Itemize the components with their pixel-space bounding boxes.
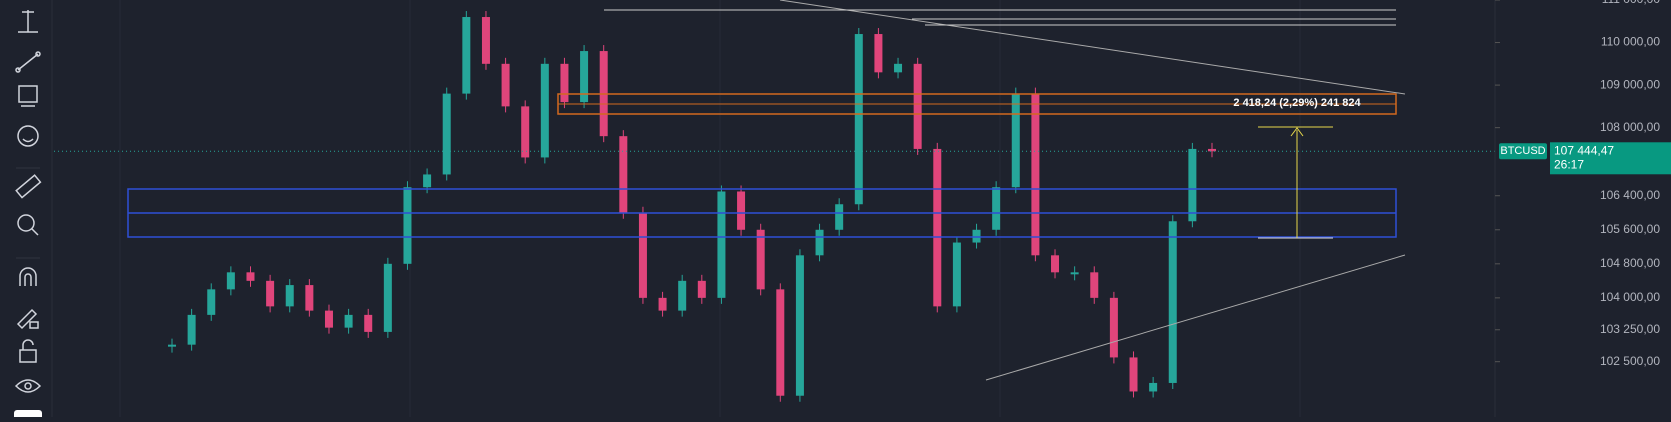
tool-magnet[interactable] <box>19 267 37 286</box>
candle <box>187 314 196 345</box>
candle <box>619 136 628 213</box>
symbol-box <box>1499 143 1547 160</box>
candle <box>560 63 569 103</box>
candle <box>815 229 824 256</box>
toolbar <box>0 0 52 417</box>
candle <box>972 229 981 243</box>
candle <box>324 310 333 328</box>
candle <box>226 272 235 290</box>
candle <box>1011 93 1020 188</box>
candle <box>1090 272 1099 298</box>
candle <box>285 285 294 307</box>
candle <box>403 187 412 264</box>
drawings <box>127 0 1406 381</box>
y-tick-label: 108 000,00 <box>1600 120 1660 134</box>
candle <box>442 93 451 175</box>
tool-ruler[interactable] <box>15 174 42 199</box>
candle <box>1188 148 1197 222</box>
candle <box>737 191 746 230</box>
candle <box>795 255 804 396</box>
candle <box>501 63 510 107</box>
candle <box>835 204 844 230</box>
y-tick-label: 104 800,00 <box>1600 256 1660 270</box>
candle <box>521 106 530 158</box>
tool-price-note[interactable] <box>18 85 38 107</box>
candle <box>894 63 903 73</box>
tool-emoji[interactable] <box>17 125 39 147</box>
candle <box>1149 382 1158 392</box>
candle <box>756 229 765 290</box>
y-tick-label: 105 600,00 <box>1600 222 1660 236</box>
candle <box>1070 272 1079 275</box>
candle <box>207 289 216 315</box>
price-axis <box>1495 0 1671 417</box>
tool-zoom[interactable] <box>17 214 39 236</box>
tool-vertical-line[interactable] <box>18 10 38 33</box>
tool-lock-drawing[interactable] <box>16 308 39 330</box>
tool-visibility[interactable] <box>14 379 42 393</box>
candle <box>1129 357 1138 392</box>
candle <box>423 174 432 188</box>
candle <box>933 148 942 307</box>
candle <box>678 280 687 311</box>
candle <box>874 34 883 73</box>
tool-lock[interactable] <box>19 339 37 363</box>
candle <box>246 272 255 281</box>
candle <box>305 285 314 311</box>
candle <box>344 314 353 328</box>
candle <box>913 63 922 149</box>
candle <box>462 17 471 94</box>
y-tick-label: 109 000,00 <box>1600 77 1660 91</box>
toolbar-button[interactable] <box>14 410 42 420</box>
y-tick-label: 106 400,00 <box>1600 188 1660 202</box>
y-tick-label: 111 000,00 <box>1602 0 1661 6</box>
current-price-box <box>1550 142 1671 175</box>
y-tick-label: 104 000,00 <box>1600 290 1660 304</box>
axis-labels: 111 000,00 110 000,00 109 000,00 108 000,00… <box>1495 0 1660 368</box>
candle <box>776 289 785 396</box>
candle <box>1109 297 1118 358</box>
candle <box>266 280 275 307</box>
candles <box>168 11 1216 402</box>
current-price-label: 107 444,47 <box>1554 143 1614 157</box>
candle <box>992 187 1001 230</box>
candle <box>658 297 667 311</box>
candle <box>697 280 706 298</box>
candle <box>383 263 392 332</box>
y-tick-label: 103 250,00 <box>1600 322 1660 336</box>
candle <box>1168 221 1177 383</box>
measure-label: 2 418,24 (2,29%) 241 824 <box>1233 97 1361 109</box>
candle <box>854 34 863 205</box>
symbol-label: BTCUSD <box>1500 145 1545 157</box>
countdown: 26:17 <box>1554 157 1584 171</box>
candle <box>580 51 589 103</box>
candle <box>364 314 373 332</box>
candle <box>168 344 176 347</box>
y-tick-label: 102 500,00 <box>1600 354 1660 368</box>
candle <box>1031 93 1040 256</box>
candle <box>952 242 961 307</box>
candle <box>1208 148 1216 152</box>
candle <box>1051 255 1060 273</box>
candle <box>540 63 549 158</box>
candle <box>717 191 726 298</box>
candle <box>638 212 647 298</box>
candle <box>481 17 490 64</box>
tool-trend-line[interactable] <box>15 51 41 73</box>
y-tick-label: 110 000,00 <box>1601 35 1660 49</box>
